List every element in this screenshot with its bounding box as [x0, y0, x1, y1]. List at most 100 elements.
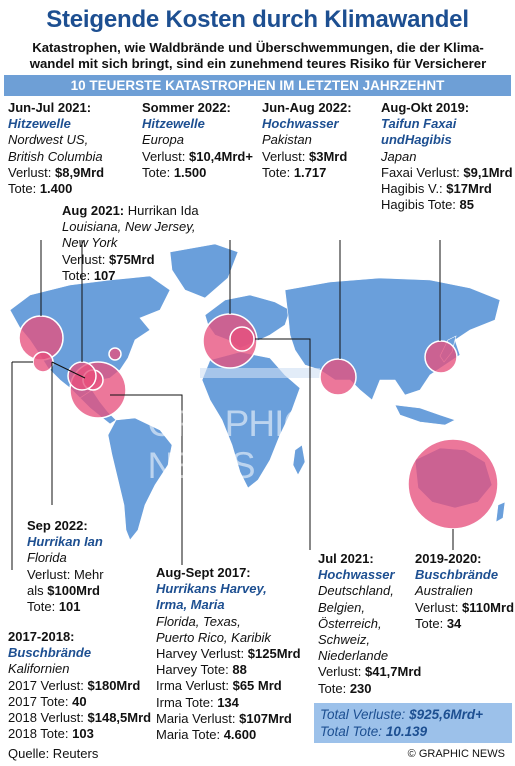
deaths-value: 103 [72, 726, 94, 742]
event-date: Jul 2021: [318, 551, 374, 566]
deaths-label: Harvey Tote: [156, 662, 229, 678]
event-japan-typhoon: Aug-Okt 2019: Taifun Faxai undHagibis Ja… [381, 100, 513, 213]
event-pakistan-flood: Jun-Aug 2022: Hochwasser Pakistan Verlus… [262, 100, 352, 181]
event-place: British Columbia [8, 148, 103, 164]
south-america-shape [107, 417, 173, 541]
event-ian: Sep 2022: Hurrikan Ian Florida Verlust: … [27, 518, 104, 615]
event-place: Florida [27, 550, 67, 566]
event-type: Hurrikan Ian [27, 534, 103, 550]
loss-label: Verlust: [142, 148, 186, 164]
new-zealand-shape [495, 501, 506, 523]
event-europe-flood: Jul 2021: Hochwasser Deutschland, Belgie… [318, 551, 421, 697]
event-type: undHagibis [381, 132, 452, 148]
loss-value: $65 Mrd [232, 678, 282, 694]
loss-label: Verlust: [262, 148, 306, 164]
world-map [9, 240, 506, 570]
loss-label: Irma Verlust: [156, 678, 229, 694]
deaths-value: 1.717 [293, 164, 327, 180]
watermark-text: GRAPHIC NEWS [147, 403, 311, 486]
southeast-asia-shape [394, 404, 456, 426]
total-loss-label: Total Verluste: [320, 707, 406, 722]
event-date: Sommer 2022: [142, 100, 231, 115]
deaths-label: Tote: [262, 164, 291, 180]
event-type: Irma, Maria [156, 597, 225, 613]
leader-eu-flood [255, 338, 311, 550]
loss-label: Faxai Verlust: [381, 164, 460, 180]
circle-east-us-small [108, 347, 122, 361]
event-place: Japan [381, 148, 417, 164]
event-place: Nordwest US, [8, 132, 89, 148]
event-place: Australien [415, 583, 473, 599]
event-harvey-irma-maria: Aug-Sept 2017: Hurrikans Harvey, Irma, M… [156, 565, 301, 743]
totals-box: Total Verluste: $925,6Mrd+ Total Tote: 1… [314, 703, 512, 743]
loss-label: Verlust: [318, 664, 362, 680]
deaths-label: Tote: [62, 267, 91, 283]
leader-ian [51, 361, 86, 505]
deaths-label: 2017 Tote: [8, 693, 69, 709]
total-deaths-value: 10.139 [385, 724, 428, 739]
deaths-value: 101 [58, 599, 81, 615]
greenland-shape [169, 243, 239, 299]
loss-value: $41,7Mrd [364, 664, 422, 680]
leader-california [11, 361, 33, 570]
loss-value: $3Mrd [308, 148, 348, 164]
event-date: Sep 2022: [27, 518, 88, 533]
event-place: Deutschland, [318, 583, 394, 599]
event-date: Aug-Okt 2019: [381, 100, 470, 115]
event-place: Florida, Texas, [156, 613, 241, 629]
subtitle-line-2: wandel mit sich bringt, sind ein zunehme… [29, 56, 487, 71]
leader-hims [110, 394, 183, 565]
event-place: New York [62, 235, 118, 251]
event-place: Schweiz, [318, 632, 371, 648]
total-loss-value: $925,6Mrd+ [409, 707, 483, 722]
circle-california-fire [32, 351, 54, 373]
loss-label: 2018 Verlust: [8, 710, 84, 726]
circle-japan-typhoon [424, 340, 458, 374]
subtitle-line-1: Katastrophen, wie Waldbrände und Übersch… [32, 40, 484, 55]
loss-label: Maria Verlust: [156, 710, 236, 726]
deaths-label: Tote: [318, 680, 347, 696]
event-date: Aug-Sept 2017: [156, 565, 251, 580]
page-title: Steigende Kosten durch Klimawandel [46, 6, 469, 33]
event-type: Buschbrände [415, 567, 499, 583]
event-date: Jun-Aug 2022: [262, 100, 352, 115]
loss-label: Verlust: [415, 599, 459, 615]
loss-label: 2017 Verlust: [8, 677, 84, 693]
loss-value: $110Mrd [461, 599, 515, 615]
deaths-label: Irma Tote: [156, 694, 214, 710]
event-place: Puerto Rico, Karibik [156, 629, 271, 645]
deaths-value: 230 [349, 680, 372, 696]
event-place: Louisiana, New Jersey, [62, 219, 196, 235]
deaths-label: 2018 Tote: [8, 726, 69, 742]
event-date: Aug 2021: [62, 203, 125, 218]
event-name: Hurrikan Ida [127, 203, 199, 218]
deaths-label: Tote: [27, 599, 56, 615]
deaths-label: Maria Tote: [156, 727, 221, 743]
loss-value: $107Mrd [239, 710, 292, 726]
asia-shape [284, 277, 501, 401]
credit-text: © GRAPHIC NEWS [407, 748, 505, 760]
event-date: 2019-2020: [415, 551, 482, 566]
event-place: Belgien, [318, 599, 365, 615]
event-type: Hurrikans Harvey, [156, 581, 267, 597]
deaths-value: 1.500 [173, 164, 207, 180]
event-date: 2017-2018: [8, 629, 75, 644]
africa-shape [201, 351, 301, 489]
deaths-value: 134 [217, 694, 239, 710]
event-place: Kalifornien [8, 661, 70, 677]
deaths-label: Hagibis Tote: [381, 197, 456, 213]
deaths-value: 1.400 [39, 181, 73, 197]
deaths-value: 88 [232, 662, 247, 678]
loss-value: $9,1Mrd [463, 164, 513, 180]
deaths-value: 4.600 [223, 727, 257, 743]
circle-europe-flood [229, 326, 255, 352]
event-place: Österreich, [318, 615, 382, 631]
event-europe-heatwave: Sommer 2022: Hitzewelle Europa Verlust: … [142, 100, 253, 181]
loss-label: Verlust: Mehr [27, 566, 104, 582]
loss-label: Harvey Verlust: [156, 646, 245, 662]
event-place: Pakistan [262, 132, 312, 148]
loss-label: Hagibis V.: [381, 181, 443, 197]
total-deaths-label: Total Tote: [320, 724, 383, 739]
event-type: Hitzewelle [142, 116, 205, 132]
event-california-fire: 2017-2018: Buschbrände Kalifornien 2017 … [8, 629, 151, 742]
